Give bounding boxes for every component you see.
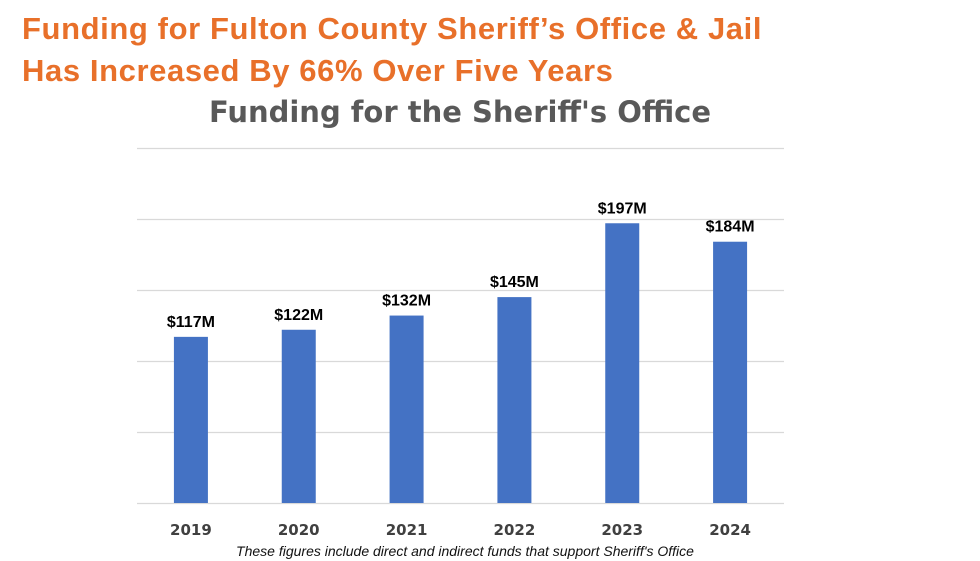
bar-2022	[497, 297, 532, 503]
headline-line-2: Has Increased By 66% Over Five Years	[22, 53, 614, 88]
bar-2021	[389, 315, 424, 503]
x-tick-label-2023: 2023	[601, 521, 643, 539]
x-tick-label-2021: 2021	[386, 521, 428, 539]
x-tick-label-2019: 2019	[170, 521, 212, 539]
bar-2024	[713, 241, 748, 503]
headline-line-1: Funding for Fulton County Sheriff’s Offi…	[22, 11, 763, 46]
data-label-2021: $132M	[382, 293, 431, 310]
data-label-2019: $117M	[167, 314, 215, 331]
x-tick-label-2024: 2024	[709, 521, 751, 539]
data-label-2023: $197M	[598, 200, 647, 217]
x-tick-label-2022: 2022	[494, 521, 536, 539]
bar-2020	[281, 329, 316, 503]
headline: Funding for Fulton County Sheriff’s Offi…	[22, 8, 962, 92]
bar-2023	[605, 223, 640, 503]
data-label-2024: $184M	[706, 219, 755, 236]
data-label-2022: $145M	[490, 274, 539, 291]
bar-2019	[173, 336, 208, 503]
footnote: These figures include direct and indirec…	[236, 543, 694, 559]
chart-title: Funding for the Sheriff's Office	[208, 95, 712, 129]
data-label-2020: $122M	[274, 307, 323, 324]
x-tick-label-2020: 2020	[278, 521, 320, 539]
